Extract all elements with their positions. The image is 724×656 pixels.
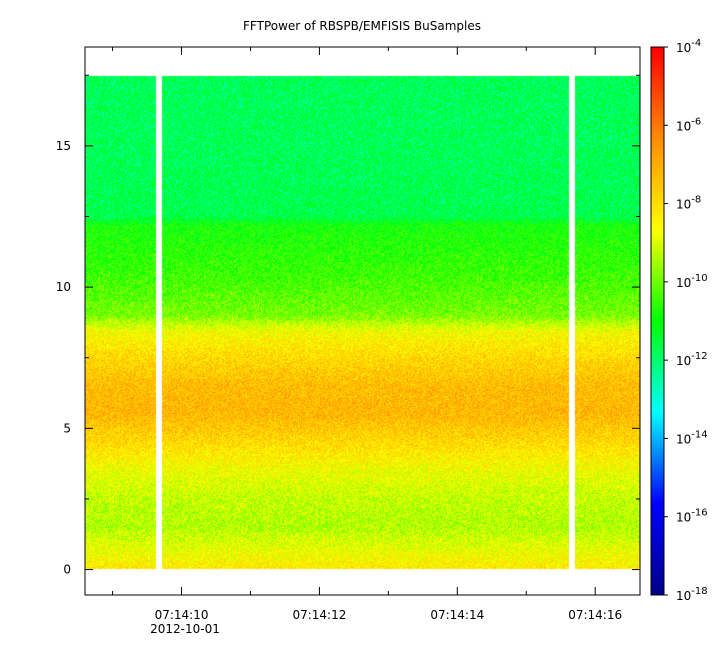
y-tick-label: 0 [63, 563, 71, 577]
colorbar-tick-label: 10-4 [676, 38, 701, 55]
y-tick-label: 15 [56, 139, 71, 153]
colorbar-tick-exponent: -12 [691, 351, 707, 362]
colorbar-tick-label: 10-6 [676, 116, 701, 133]
colorbar-tick-label: 10-14 [676, 429, 708, 446]
colorbar-tick-label: 10-16 [676, 508, 708, 525]
spectrogram-image [85, 47, 640, 595]
x-tick-label: 07:14:14 [430, 608, 484, 622]
x-tick-label: 07:14:16 [568, 608, 622, 622]
plot-area [84, 46, 641, 596]
colorbar-tick-exponent: -14 [691, 429, 707, 440]
colorbar-tick-exponent: -18 [691, 586, 707, 597]
colorbar-tick-exponent: -4 [691, 38, 701, 49]
colorbar-tick-label: 10-10 [676, 273, 708, 290]
colorbar-gradient [651, 47, 664, 595]
chart-title: FFTPower of RBSPB/EMFISIS BuSamples [243, 19, 481, 33]
colorbar-tick-exponent: -8 [691, 195, 701, 206]
x-axis-date-label: 2012-10-01 [150, 622, 220, 636]
colorbar: 10-4 10-6 10-8 10-10 10-12 10-14 10-16 10-18 [650, 38, 708, 603]
x-tick-label: 07:14:10 [155, 608, 209, 622]
y-tick-label: 10 [56, 280, 71, 294]
colorbar-tick-label: 10-12 [676, 351, 708, 368]
colorbar-tick-label: 10-8 [676, 195, 701, 212]
x-axis: 07:14:10 07:14:12 07:14:14 07:14:16 [112, 47, 622, 622]
colorbar-tick-exponent: -16 [691, 508, 707, 519]
colorbar-frame [650, 46, 665, 596]
colorbar-tick-label: 10-18 [676, 586, 708, 603]
x-tick-label: 07:14:12 [292, 608, 346, 622]
y-axis: 0 5 10 15 [56, 74, 640, 577]
colorbar-axis: 10-4 10-6 10-8 10-10 10-12 10-14 10-16 10-18 [664, 38, 708, 603]
colorbar-tick-exponent: -6 [691, 116, 701, 127]
y-tick-label: 5 [63, 421, 71, 435]
colorbar-tick-exponent: -10 [691, 273, 707, 284]
plot-frame [84, 46, 641, 596]
spectrogram-raster [85, 47, 640, 595]
